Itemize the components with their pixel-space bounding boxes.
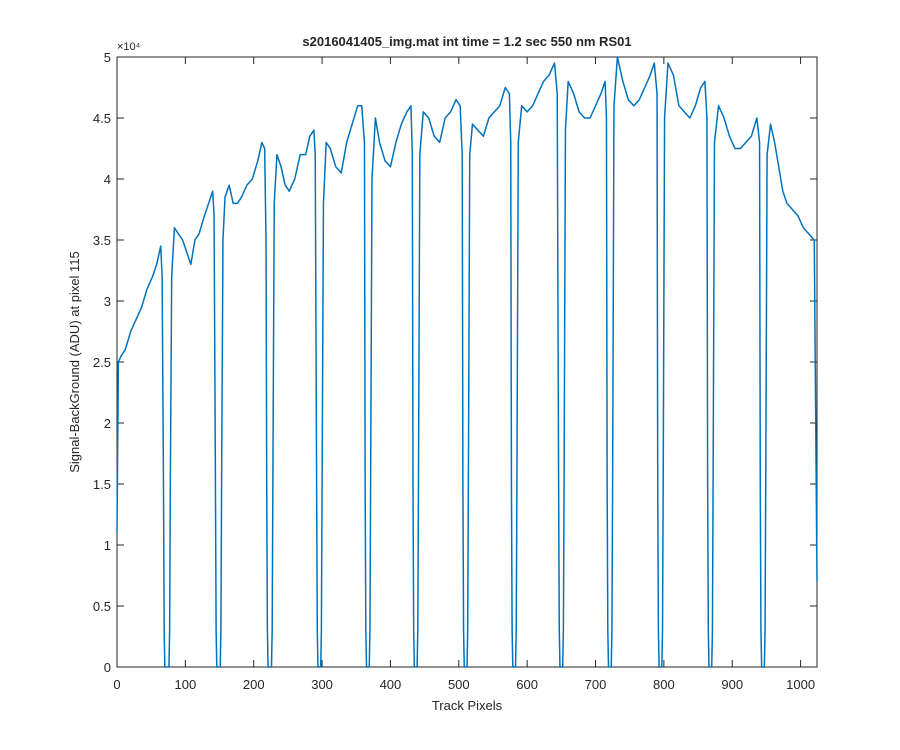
y-tick-label: 0 [104,660,111,675]
x-tick-label: 0 [113,677,120,692]
y-tick-label: 2.5 [93,355,111,370]
y-tick-label: 4.5 [93,111,111,126]
x-tick-label: 200 [243,677,265,692]
y-tick-label: 4 [104,172,111,187]
y-tick-label: 3.5 [93,233,111,248]
data-line [116,56,818,668]
y-tick-label: 5 [104,50,111,65]
x-axis-label: Track Pixels [432,698,503,713]
y-tick-label: 1.5 [93,477,111,492]
x-tick-label: 900 [721,677,743,692]
x-tick-label: 300 [311,677,333,692]
x-tick-label: 500 [448,677,470,692]
y-tick-label: 2 [104,416,111,431]
x-tick-label: 600 [516,677,538,692]
plot-area [117,57,817,667]
y-tick-label: 0.5 [93,599,111,614]
x-tick-label: 800 [653,677,675,692]
x-tick-label: 1000 [786,677,815,692]
x-tick-label: 700 [585,677,607,692]
x-tick-label: 100 [175,677,197,692]
chart-title: s2016041405_img.mat int time = 1.2 sec 5… [302,34,631,49]
y-tick-label: 1 [104,538,111,553]
x-tick-label: 400 [380,677,402,692]
y-multiplier: ×10⁴ [117,41,141,53]
y-axis-label: Signal-BackGround (ADU) at pixel 115 [67,251,82,473]
y-tick-label: 3 [104,294,111,309]
